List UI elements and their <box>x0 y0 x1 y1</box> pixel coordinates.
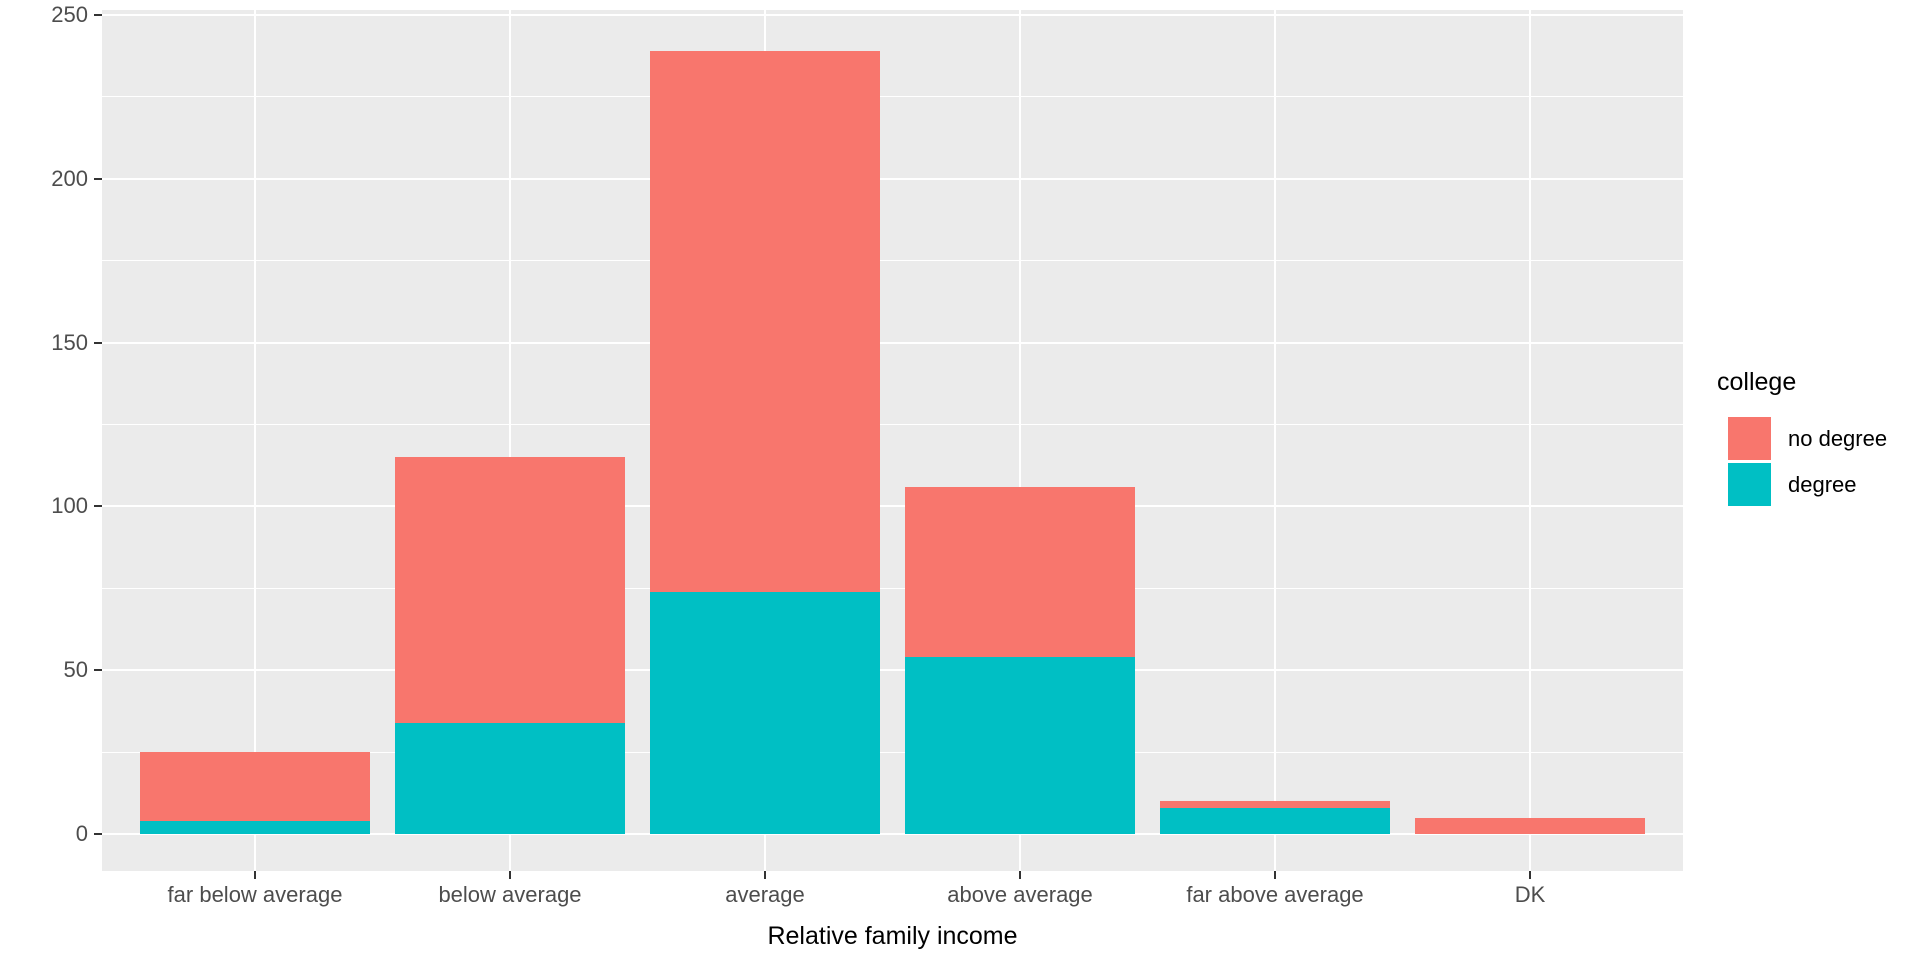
y-tick-mark <box>94 505 102 508</box>
legend-entry-degree: degree <box>1728 463 1887 506</box>
gridline-minor <box>102 587 1683 589</box>
bar-segment <box>395 722 625 834</box>
y-tick-label: 250 <box>51 2 88 27</box>
y-tick-label: 100 <box>51 493 88 519</box>
y-tick-label: 200 <box>51 165 88 191</box>
legend-title: college <box>1717 368 1797 396</box>
y-tick-label: 50 <box>63 657 88 683</box>
gridline-major <box>102 14 1683 16</box>
legend-label-no-degree: no degree <box>1788 425 1888 451</box>
x-tick-mark <box>509 871 511 879</box>
bar-segment <box>140 820 370 834</box>
legend: college no degree degree <box>1717 368 1887 509</box>
legend-swatch-degree <box>1728 463 1771 506</box>
y-tick-label: 150 <box>51 329 88 355</box>
y-tick-mark <box>94 833 102 835</box>
x-tick-label: far above average <box>1186 882 1364 907</box>
x-tick-label: average <box>725 882 805 907</box>
gridline-minor <box>102 260 1683 262</box>
plot-panel <box>102 10 1683 871</box>
bar-segment <box>1415 817 1645 834</box>
legend-entry-no-degree: no degree <box>1728 417 1887 460</box>
y-tick-mark <box>94 14 102 16</box>
gridline-vertical <box>509 10 511 871</box>
bar-segment <box>1160 801 1390 808</box>
x-tick-mark <box>1529 871 1531 879</box>
y-tick-mark <box>94 341 102 344</box>
legend-label-degree: degree <box>1788 471 1857 497</box>
x-tick-label: DK <box>1514 882 1546 907</box>
x-tick-mark <box>1019 871 1021 879</box>
x-tick-label: far below average <box>167 882 343 907</box>
x-tick-label: below average <box>438 882 582 907</box>
x-tick-mark <box>764 871 766 879</box>
x-axis-title: Relative family income <box>767 922 1018 950</box>
y-tick-label: 0 <box>75 821 88 846</box>
gridline-vertical <box>1529 10 1531 871</box>
legend-swatch-no-degree <box>1728 417 1771 460</box>
gridline-vertical <box>1019 10 1021 871</box>
bar-segment <box>905 486 1135 658</box>
x-tick-mark <box>1274 871 1276 879</box>
bar-segment <box>650 51 880 592</box>
gridline-major <box>102 341 1683 344</box>
gridline-minor <box>102 751 1683 753</box>
bar-segment <box>140 752 370 821</box>
gridline-major <box>102 833 1683 835</box>
gridline-minor <box>102 424 1683 425</box>
gridline-major <box>102 505 1683 508</box>
bar-segment <box>1160 807 1390 834</box>
bar-segment <box>395 457 625 723</box>
y-tick-mark <box>94 177 102 180</box>
bar-segment <box>650 591 880 834</box>
bar-segment <box>905 657 1135 834</box>
gridline-major <box>102 669 1683 672</box>
y-tick-mark <box>94 669 102 672</box>
gridline-minor <box>102 96 1683 98</box>
x-tick-mark <box>254 871 256 879</box>
gridline-vertical <box>1274 10 1276 871</box>
gridline-vertical <box>254 10 256 871</box>
x-tick-label: above average <box>947 882 1093 907</box>
gridline-major <box>102 177 1683 180</box>
